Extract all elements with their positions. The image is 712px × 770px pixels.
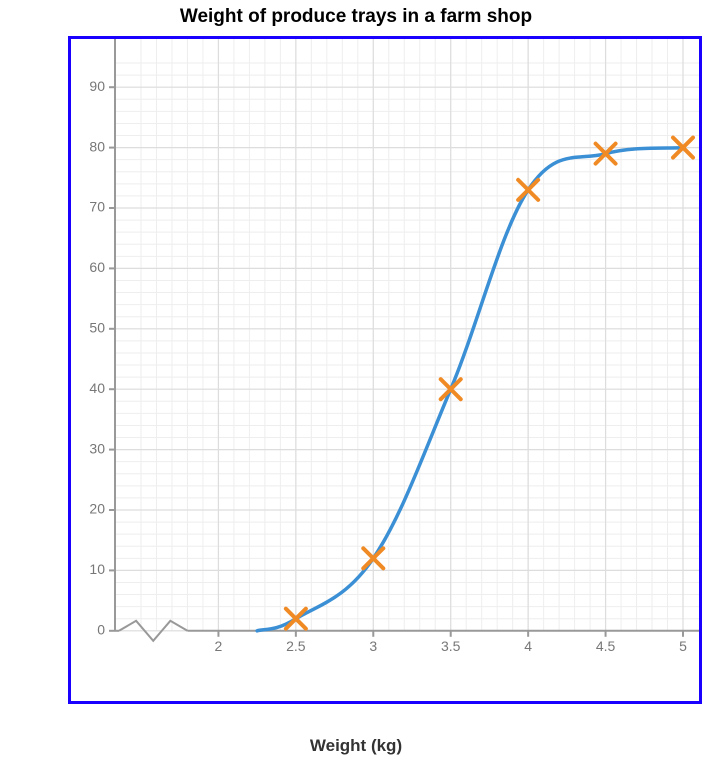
- x-tick-label: 3: [369, 638, 377, 654]
- y-tick-label: 40: [89, 380, 105, 396]
- x-tick-label: 3.5: [441, 638, 461, 654]
- plot-area: 0 10 20 30 40 50 60 70 80 90 2 2.5 3 3.5 4 4.5 5: [71, 39, 699, 701]
- x-tick-label: 5: [679, 638, 687, 654]
- x-tick-label: 4.5: [596, 638, 616, 654]
- y-tick-label: 20: [89, 501, 105, 517]
- chart-title: Weight of produce trays in a farm shop: [0, 6, 712, 28]
- y-tick-label: 0: [97, 622, 105, 638]
- x-tick-label: 2.5: [286, 638, 306, 654]
- x-tick-label: 4: [524, 638, 532, 654]
- chart-container: Weight of produce trays in a farm shop C…: [0, 0, 712, 770]
- y-tick-label: 60: [89, 259, 105, 275]
- y-tick-label: 90: [89, 78, 105, 94]
- y-tick-label: 80: [89, 138, 105, 154]
- y-tick-label: 70: [89, 199, 105, 215]
- y-tick-label: 30: [89, 440, 105, 456]
- y-tick-label: 50: [89, 320, 105, 336]
- x-axis-label: Weight (kg): [0, 736, 712, 756]
- x-tick-label: 2: [215, 638, 223, 654]
- y-tick-label: 10: [89, 561, 105, 577]
